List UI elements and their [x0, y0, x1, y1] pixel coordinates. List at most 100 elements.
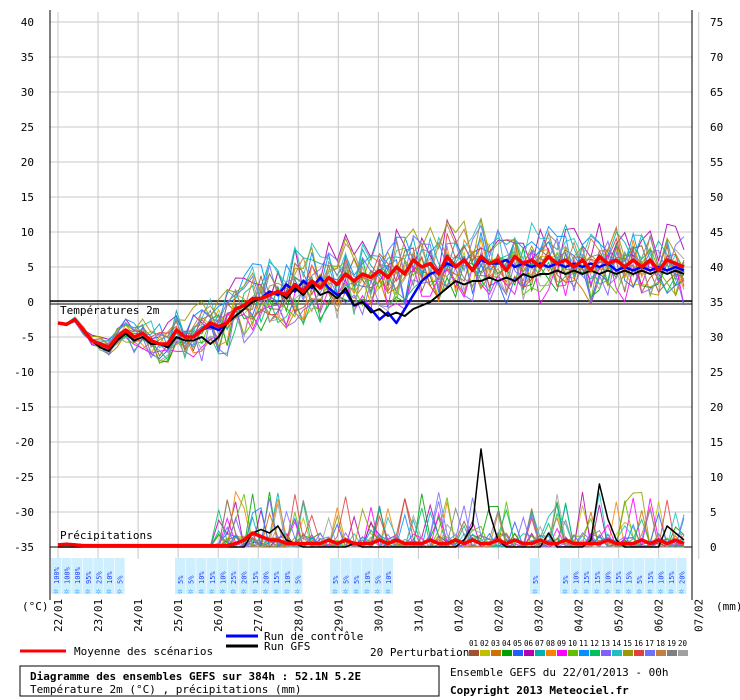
- x-tick-label: 24/01: [132, 599, 145, 632]
- x-tick-label: 28/01: [292, 599, 305, 632]
- left-tick-label: 10: [21, 226, 34, 239]
- prob-cell: [104, 558, 114, 594]
- legend-perturbation-swatch: [557, 650, 567, 656]
- right-tick-label: 30: [710, 331, 723, 344]
- right-tick-label: 45: [710, 226, 723, 239]
- right-tick-label: 25: [710, 366, 723, 379]
- left-tick-label: -15: [14, 401, 34, 414]
- snowflake-icon: ✲: [198, 587, 203, 597]
- chart-footer: Diagramme des ensembles GEFS sur 384h : …: [19, 665, 669, 697]
- snowflake-icon: ✲: [252, 587, 257, 597]
- prob-value: 100%: [53, 566, 61, 584]
- left-tick-label: 40: [21, 16, 34, 29]
- right-tick-label: 0: [710, 541, 717, 554]
- snowflake-icon: ✲: [241, 587, 246, 597]
- prob-value: 15%: [583, 571, 591, 584]
- snowflake-icon: ✲: [230, 587, 235, 597]
- perturbation-temp-line: [57, 245, 685, 362]
- legend-perturbation-id: 13: [601, 639, 610, 648]
- snowflake-icon: ✲: [85, 587, 90, 597]
- prob-cell: [340, 558, 351, 594]
- legend-gfs-label: Run GFS: [264, 640, 310, 653]
- prob-cell: [228, 558, 238, 594]
- left-tick-label: -30: [14, 506, 34, 519]
- prob-cell: [581, 558, 592, 594]
- right-tick-label: 65: [710, 86, 723, 99]
- prob-value: 5%: [332, 575, 340, 584]
- snowflake-icon: ✲: [605, 587, 610, 597]
- legend-perturbation-swatch: [480, 650, 490, 656]
- prob-value: 15%: [668, 571, 676, 584]
- prob-value: 10%: [198, 571, 206, 584]
- prob-value: 5%: [343, 575, 351, 584]
- left-tick-label: 5: [27, 261, 34, 274]
- prob-cell: [383, 558, 393, 594]
- prob-cell: [361, 558, 372, 594]
- legend-perturbation-swatch: [612, 650, 622, 656]
- snowflake-icon: ✲: [679, 587, 684, 597]
- legend-perturbation-id: 06: [524, 639, 534, 648]
- right-tick-label: 15: [710, 436, 723, 449]
- legend-perturbation-id: 05: [513, 639, 522, 648]
- prob-value: 15%: [626, 571, 634, 584]
- prob-value: 20%: [263, 571, 271, 584]
- prob-value: 5%: [636, 575, 644, 584]
- right-tick-label: 75: [710, 16, 723, 29]
- prob-cell: [602, 558, 613, 594]
- left-tick-label: -20: [14, 436, 34, 449]
- right-tick-label: 60: [710, 121, 723, 134]
- prob-cell: [560, 558, 570, 594]
- legend-perturbation-swatch: [590, 650, 600, 656]
- prob-value: 5%: [353, 575, 361, 584]
- prob-cell: [72, 558, 83, 594]
- snowflake-icon: ✲: [668, 587, 673, 597]
- legend-perturbation-swatch: [568, 650, 578, 656]
- snowflake-icon: ✲: [573, 587, 578, 597]
- prob-value: 15%: [273, 571, 281, 584]
- prob-value: 5%: [562, 575, 570, 584]
- right-tick-label: 50: [710, 191, 723, 204]
- x-tick-label: 26/01: [212, 599, 225, 632]
- legend-perturbation-swatch: [579, 650, 589, 656]
- x-tick-label: 30/01: [372, 599, 385, 632]
- snowflake-icon: ✲: [106, 587, 111, 597]
- prob-value: 15%: [209, 571, 217, 584]
- prob-value: 5%: [188, 575, 196, 584]
- prob-value: 100%: [74, 566, 82, 584]
- prob-cell: [206, 558, 217, 594]
- prob-value: 10%: [106, 571, 114, 584]
- prob-cell: [238, 558, 249, 594]
- left-tick-label: 0: [27, 296, 34, 309]
- prob-cell: [93, 558, 104, 594]
- prob-value: 5%: [294, 575, 302, 584]
- right-tick-label: 20: [710, 401, 723, 414]
- mean-precip-line: [57, 531, 685, 548]
- left-tick-label: -10: [14, 366, 34, 379]
- snowflake-icon: ✲: [615, 587, 620, 597]
- left-tick-label: 30: [21, 86, 34, 99]
- prob-value: 15%: [594, 571, 602, 584]
- prob-cell: [644, 558, 655, 594]
- legend-perturbation-id: 02: [480, 639, 489, 648]
- chart-title: Diagramme des ensembles GEFS sur 384h : …: [30, 670, 361, 683]
- chart-legend: Moyenne des scénarios Run de contrôleRun …: [20, 630, 688, 659]
- x-tick-label: 25/01: [172, 599, 185, 632]
- snowflake-icon: ✲: [188, 587, 193, 597]
- prob-value: 10%: [364, 571, 372, 584]
- precip-panel-label: Précipitations: [60, 529, 153, 542]
- legend-perturbation-swatch: [623, 650, 633, 656]
- prob-value: 15%: [615, 571, 623, 584]
- prob-cell: [185, 558, 196, 594]
- prob-value: 10%: [219, 571, 227, 584]
- chart-subtitle: Température 2m (°C) , précipitations (mm…: [30, 683, 302, 696]
- prob-cell: [292, 558, 303, 594]
- snowflake-icon: ✲: [594, 587, 599, 597]
- x-tick-label: 31/01: [412, 599, 425, 632]
- snowflake-icon: ✲: [220, 587, 225, 597]
- legend-perturbation-swatch: [645, 650, 655, 656]
- left-tick-label: -25: [14, 471, 34, 484]
- right-axis-unit: (mm): [716, 600, 740, 613]
- legend-perturbation-swatch: [546, 650, 556, 656]
